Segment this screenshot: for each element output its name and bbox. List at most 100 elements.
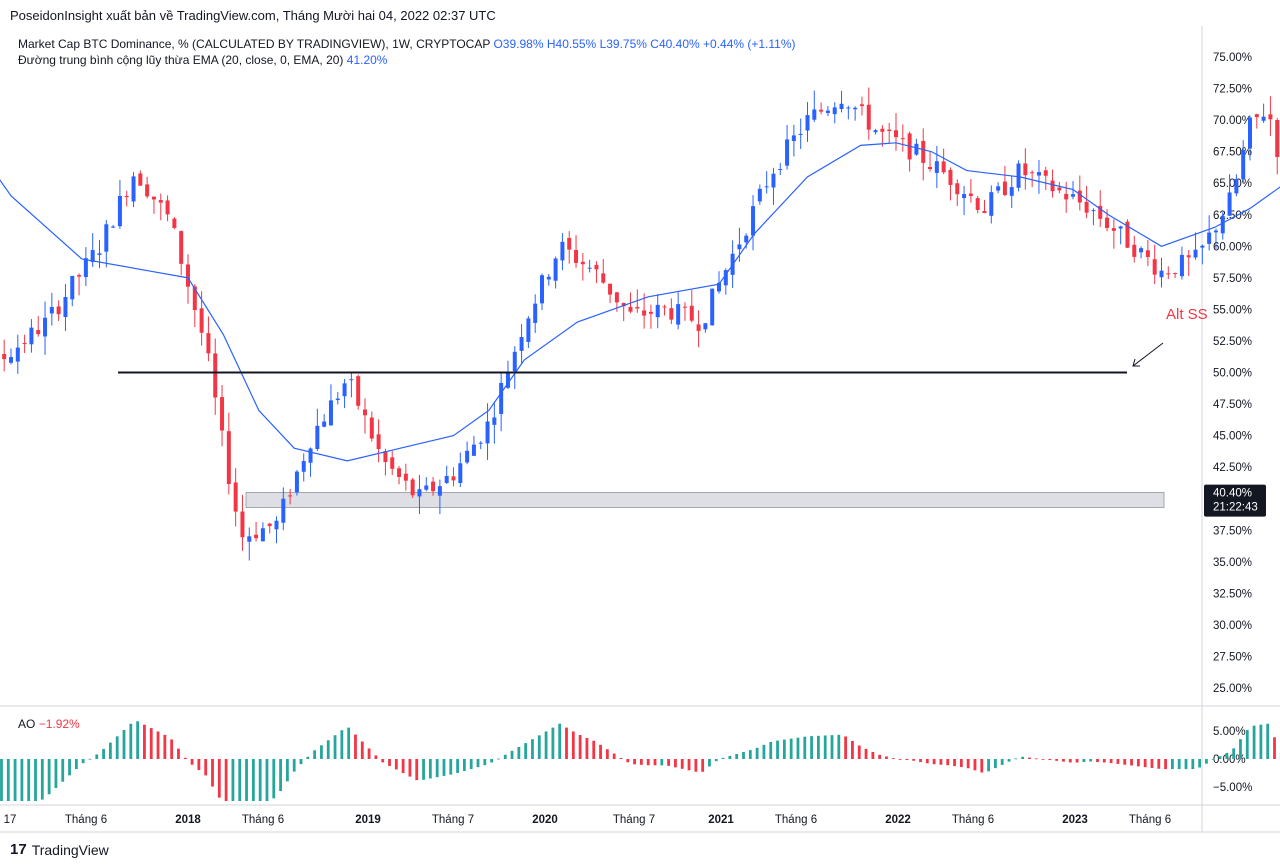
candle-body	[226, 431, 231, 484]
price-tick-label: 52.50%	[1213, 336, 1252, 348]
ao-bar	[6, 759, 10, 801]
time-tick-label: 17	[4, 814, 17, 826]
price-tick-label: 62.50%	[1213, 210, 1252, 222]
candle-body	[301, 461, 306, 472]
ao-bar	[1068, 759, 1072, 763]
ao-bar	[1157, 759, 1161, 769]
ao-bar	[687, 759, 691, 771]
ao-bar	[891, 758, 895, 759]
candle-body	[771, 173, 776, 188]
ao-bar	[667, 759, 671, 766]
ao-bar	[803, 736, 807, 759]
ao-bar	[326, 740, 330, 759]
ao-bar	[1225, 752, 1229, 759]
ao-bar	[1252, 725, 1256, 759]
candle-body	[1220, 215, 1225, 234]
price-tick-label: 70.00%	[1213, 115, 1252, 127]
candle-body	[1179, 254, 1184, 277]
candle-body	[111, 226, 116, 228]
ao-bar	[980, 759, 984, 773]
ao-bar	[1089, 759, 1093, 762]
candle-body	[492, 417, 497, 425]
ao-bar	[449, 759, 453, 775]
candle-body	[186, 264, 190, 287]
ao-bar	[1164, 759, 1167, 770]
candle-body	[594, 264, 599, 270]
candle-body	[751, 206, 756, 236]
ao-bar	[231, 759, 235, 801]
candle-body	[887, 129, 892, 132]
candle-body	[1213, 230, 1218, 233]
candle-body	[1234, 178, 1239, 194]
ao-bar	[837, 734, 841, 759]
ao-bar	[313, 750, 317, 759]
candle-body	[1254, 114, 1259, 118]
candle-body	[533, 303, 538, 323]
candle-body	[247, 536, 252, 542]
ao-bar	[987, 759, 990, 772]
ohlc-close: C40.40%	[650, 37, 700, 51]
ao-bar	[40, 759, 44, 800]
price-tick-label: 27.50%	[1213, 651, 1252, 663]
ao-bar	[177, 748, 180, 759]
candle-body	[689, 305, 694, 321]
candle-body	[437, 486, 442, 496]
candle-body	[29, 327, 34, 345]
ao-bar	[320, 745, 323, 759]
candle-body	[785, 139, 790, 166]
ao-bar	[898, 759, 902, 760]
ao-bar	[245, 759, 248, 801]
ao-bar	[742, 752, 745, 759]
time-tick-label: Tháng 6	[952, 814, 994, 826]
ao-bar	[354, 734, 357, 759]
ao-bar	[1211, 759, 1215, 760]
price-tick-label: 75.00%	[1213, 52, 1252, 64]
ao-bar	[374, 755, 378, 759]
ao-bar	[333, 735, 337, 759]
ao-bar	[1232, 748, 1236, 759]
candle-body	[2, 353, 7, 360]
pointer-arrow-line	[1132, 342, 1164, 367]
ao-bar	[1198, 759, 1202, 768]
candle-body	[1248, 117, 1252, 149]
ao-bar	[993, 759, 997, 769]
ao-bar	[1266, 723, 1270, 759]
candle-body	[1268, 114, 1273, 120]
candle-body	[213, 353, 218, 398]
ao-bar	[251, 759, 255, 801]
ao-bar	[428, 759, 432, 779]
price-tick-label: 67.50%	[1213, 147, 1252, 159]
candle-body	[635, 306, 640, 309]
symbol-name[interactable]: Market Cap BTC Dominance, % (CALCULATED …	[18, 37, 491, 51]
candle-body	[206, 333, 211, 354]
price-tick-label: 47.50%	[1213, 399, 1252, 411]
candle-body	[369, 417, 374, 439]
ao-bar	[1075, 759, 1079, 763]
candle-body	[158, 199, 163, 203]
ao-name[interactable]: AO	[18, 717, 36, 731]
candle-body	[1166, 273, 1171, 275]
ao-bar	[1177, 759, 1181, 770]
candle-body	[580, 261, 585, 265]
ao-bar	[68, 759, 71, 776]
ao-bar	[143, 724, 146, 759]
candle-body	[962, 194, 967, 199]
candle-body	[968, 193, 973, 196]
tradingview-brand: 17 TradingView	[10, 841, 109, 858]
ao-bar	[544, 731, 548, 759]
ao-bar	[13, 759, 17, 801]
candle-body	[36, 330, 41, 335]
ao-bar	[864, 748, 868, 759]
candles-group	[2, 87, 1280, 561]
ao-bar	[1028, 757, 1031, 759]
candle-body	[812, 109, 817, 120]
ao-bar	[1014, 758, 1018, 760]
ao-bar	[844, 736, 848, 759]
candle-body	[308, 448, 313, 463]
ema-label[interactable]: Đường trung bình cộng lũy thừa EMA (20, …	[18, 53, 344, 67]
candle-body	[1152, 259, 1157, 275]
alt-season-annotation: Alt SS	[1166, 306, 1208, 323]
ao-bar	[102, 748, 105, 759]
ao-bar	[796, 737, 800, 759]
